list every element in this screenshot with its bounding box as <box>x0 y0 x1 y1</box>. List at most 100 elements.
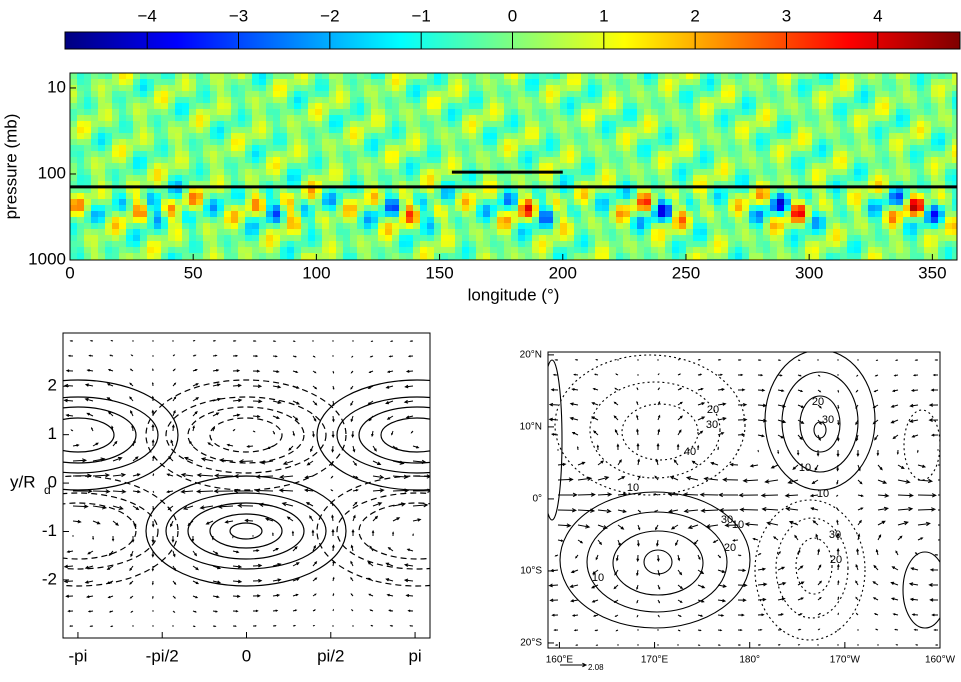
vector-arrow <box>213 551 218 554</box>
field-cell <box>560 253 568 260</box>
field-cell <box>168 229 176 236</box>
field-cell <box>840 193 848 200</box>
field-cell <box>868 85 876 92</box>
field-cell <box>301 133 309 140</box>
field-cell <box>280 91 288 98</box>
field-cell <box>126 97 134 104</box>
field-cell <box>357 79 365 86</box>
field-cell <box>105 97 113 104</box>
field-cell <box>707 241 715 248</box>
field-cell <box>378 193 386 200</box>
field-cell <box>812 175 820 182</box>
field-cell <box>413 163 421 170</box>
field-cell <box>497 127 505 134</box>
field-cell <box>371 97 379 104</box>
field-cell <box>294 109 302 116</box>
vector-arrow <box>233 610 238 612</box>
field-cell <box>399 151 407 158</box>
field-cell <box>483 211 491 218</box>
field-cell <box>511 145 519 152</box>
vector-arrow <box>153 491 154 492</box>
vector-arrow <box>678 388 681 390</box>
field-cell <box>357 217 365 224</box>
y-tick-label: 0° <box>532 494 542 505</box>
field-cell <box>791 217 799 224</box>
field-cell <box>679 85 687 92</box>
field-cell <box>882 109 890 116</box>
field-cell <box>378 163 386 170</box>
field-cell <box>609 247 617 254</box>
field-cell <box>574 247 582 254</box>
vector-arrow <box>293 371 297 373</box>
field-cell <box>931 175 939 182</box>
field-cell <box>266 133 274 140</box>
field-cell <box>392 127 400 134</box>
vector-arrow <box>718 418 726 421</box>
field-cell <box>301 223 309 230</box>
field-cell <box>952 79 960 86</box>
field-cell <box>490 193 498 200</box>
field-cell <box>665 79 673 86</box>
field-cell <box>875 91 883 98</box>
field-cell <box>728 151 736 158</box>
field-cell <box>721 193 729 200</box>
field-cell <box>707 139 715 146</box>
field-cell <box>854 97 862 104</box>
field-cell <box>679 241 687 248</box>
vector-arrow <box>73 474 91 477</box>
vector-arrow <box>260 503 273 506</box>
vector-arrow <box>88 551 93 554</box>
field-cell <box>595 79 603 86</box>
field-cell <box>749 109 757 116</box>
vector-arrow <box>918 522 930 525</box>
field-cell <box>490 121 498 128</box>
field-cell <box>840 97 848 104</box>
vector-arrow <box>293 594 298 596</box>
vector-arrow <box>193 398 198 401</box>
field-cell <box>707 223 715 230</box>
vector-arrow <box>637 615 638 617</box>
field-cell <box>147 235 155 242</box>
field-cell <box>868 247 876 254</box>
field-cell <box>301 217 309 224</box>
vector-arrow <box>798 390 802 392</box>
field-cell <box>826 103 834 110</box>
vector-dot <box>637 644 638 645</box>
field-cell <box>133 79 141 86</box>
field-cell <box>742 133 750 140</box>
field-cell <box>70 253 78 260</box>
field-cell <box>882 79 890 86</box>
field-cell <box>497 241 505 248</box>
field-cell <box>917 151 925 158</box>
vector-arrow <box>233 414 239 416</box>
field-cell <box>133 253 141 260</box>
field-cell <box>287 109 295 116</box>
vector-arrow <box>253 579 261 582</box>
vector-arrow <box>413 519 420 522</box>
field-cell <box>105 115 113 122</box>
vector-arrow <box>556 645 558 646</box>
field-cell <box>455 103 463 110</box>
vector-arrow <box>915 629 918 630</box>
field-cell <box>658 121 666 128</box>
field-cell <box>721 115 729 122</box>
field-cell <box>392 199 400 206</box>
field-cell <box>392 253 400 260</box>
field-cell <box>462 121 470 128</box>
field-cell <box>490 223 498 230</box>
field-cell <box>140 253 148 260</box>
field-cell <box>833 163 841 170</box>
vector-arrow <box>911 598 918 600</box>
field-cell <box>581 235 589 242</box>
field-cell <box>140 205 148 212</box>
field-cell <box>112 127 120 134</box>
field-cell <box>399 85 407 92</box>
field-cell <box>119 211 127 218</box>
field-cell <box>679 127 687 134</box>
vector-dot <box>657 359 658 360</box>
field-cell <box>315 73 323 80</box>
field-cell <box>392 91 400 98</box>
field-cell <box>672 163 680 170</box>
field-cell <box>672 85 680 92</box>
field-cell <box>525 241 533 248</box>
